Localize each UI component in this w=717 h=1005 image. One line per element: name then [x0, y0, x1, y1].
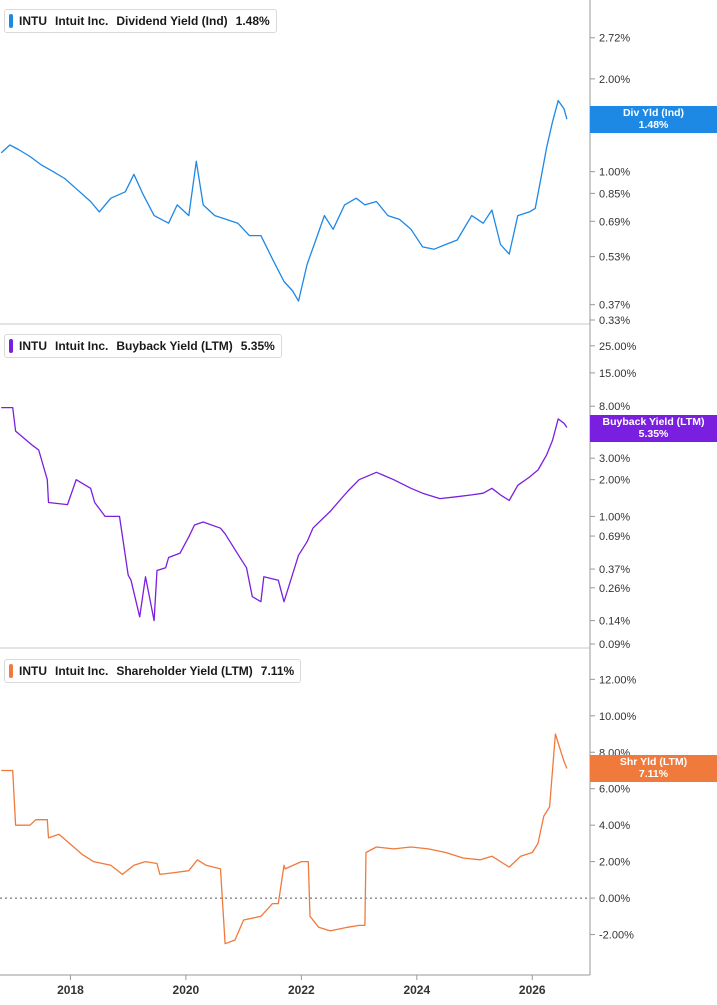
buyback-yield-value-tag: Buyback Yield (LTM) 5.35% [590, 414, 717, 442]
y-tick-label: 0.33% [599, 315, 630, 327]
y-tick-label: 4.00% [599, 820, 630, 832]
y-tick-label: 3.00% [599, 453, 630, 465]
legend-swatch [9, 14, 13, 28]
y-tick-label: 0.00% [599, 893, 630, 905]
x-tick-label: 2018 [57, 983, 84, 997]
tag-label: Div Yld (Ind) [622, 107, 685, 120]
y-tick-label: 0.14% [599, 616, 630, 628]
legend-metric: Shareholder Yield (LTM) [116, 664, 253, 678]
series-line [1, 733, 568, 945]
legend-buyback-yield: INTU Intuit Inc. Buyback Yield (LTM) 5.3… [4, 334, 282, 358]
tag-label: Buyback Yield (LTM) [602, 415, 705, 428]
tag-value: 1.48% [638, 119, 669, 132]
y-tick-label: 12.00% [599, 674, 637, 686]
tag-label: Shr Yld (LTM) [619, 756, 688, 769]
y-tick-label: 0.37% [599, 300, 630, 312]
legend-metric: Dividend Yield (Ind) [116, 14, 228, 28]
legend-value: 5.35% [240, 339, 275, 353]
y-tick-label: 0.53% [599, 252, 630, 264]
shareholder-yield-value-tag: Shr Yld (LTM) 7.11% [590, 755, 717, 783]
legend-company: Intuit Inc. [55, 339, 109, 353]
y-tick-label: 0.26% [599, 583, 630, 595]
legend-ticker: INTU [19, 664, 47, 678]
y-tick-label: 0.37% [599, 564, 630, 576]
y-tick-label: 2.00% [599, 475, 630, 487]
y-tick-label: 2.72% [599, 33, 630, 45]
y-tick-label: 0.69% [599, 531, 630, 543]
legend-shareholder-yield: INTU Intuit Inc. Shareholder Yield (LTM)… [4, 659, 302, 683]
y-tick-label: 6.00% [599, 784, 630, 796]
y-tick-label: 0.85% [599, 188, 630, 200]
y-tick-label: 2.00% [599, 857, 630, 869]
dividend-yield-value-tag: Div Yld (Ind) 1.48% [590, 106, 717, 134]
legend-value: 1.48% [235, 14, 270, 28]
y-tick-label: 15.00% [599, 368, 637, 380]
legend-value: 7.11% [260, 664, 295, 678]
legend-swatch [9, 339, 13, 353]
series-line [0, 99, 568, 302]
legend-metric: Buyback Yield (LTM) [116, 339, 233, 353]
x-tick-label: 2026 [519, 983, 546, 997]
x-tick-label: 2022 [288, 983, 315, 997]
y-tick-label: 0.09% [599, 639, 630, 651]
x-tick-label: 2024 [403, 983, 430, 997]
y-tick-label: 1.00% [599, 167, 630, 179]
y-tick-label: 0.69% [599, 216, 630, 228]
y-tick-label: -2.00% [599, 930, 634, 942]
legend-ticker: INTU [19, 14, 47, 28]
legend-dividend-yield: INTU Intuit Inc. Dividend Yield (Ind) 1.… [4, 9, 277, 33]
legend-company: Intuit Inc. [55, 14, 109, 28]
y-tick-label: 10.00% [599, 711, 637, 723]
y-tick-label: 1.00% [599, 511, 630, 523]
legend-swatch [9, 664, 13, 678]
legend-ticker: INTU [19, 339, 47, 353]
x-tick-label: 2020 [173, 983, 200, 997]
tag-value: 5.35% [638, 427, 669, 440]
y-tick-label: 2.00% [599, 74, 630, 86]
series-line [1, 406, 568, 622]
y-tick-label: 25.00% [599, 341, 637, 353]
tag-value: 7.11% [638, 768, 669, 781]
legend-company: Intuit Inc. [55, 664, 109, 678]
y-tick-label: 8.00% [599, 401, 630, 413]
